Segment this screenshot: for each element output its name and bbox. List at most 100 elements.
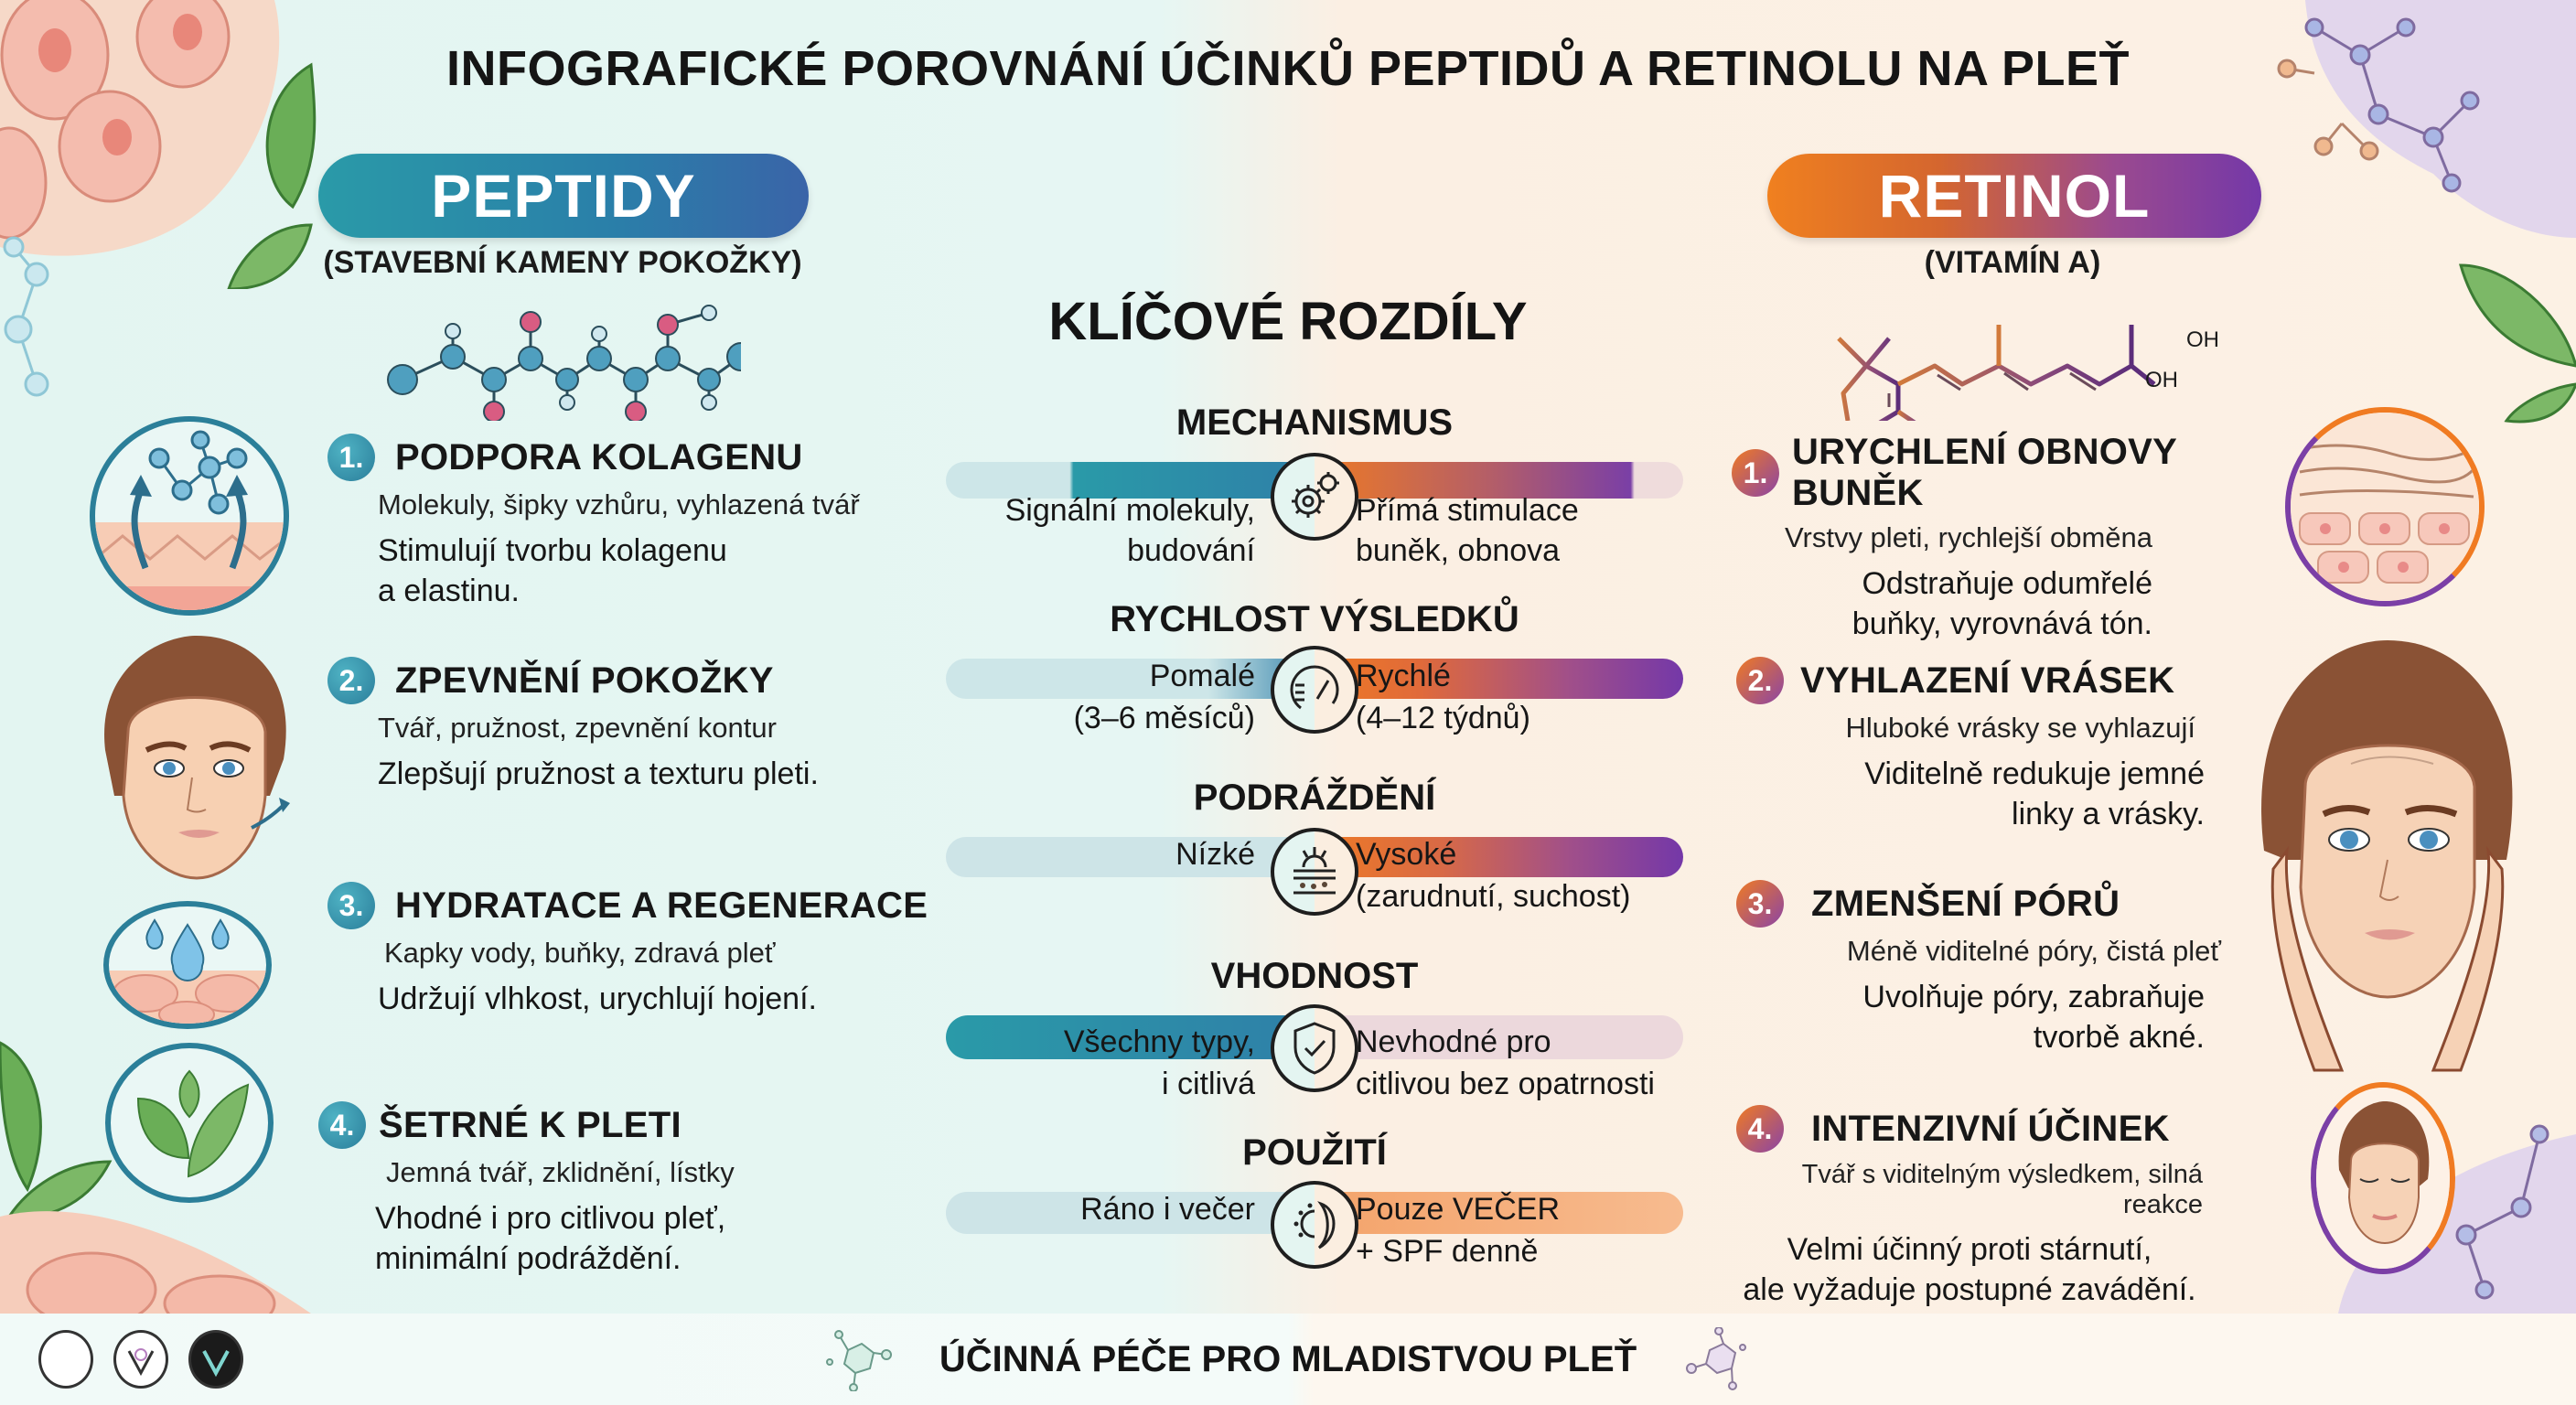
sun-moon-icon	[1271, 1181, 1358, 1269]
feature-description: Stimulují tvorbu kolagenu a elastinu.	[378, 533, 727, 608]
peptide-value: Nízké	[1175, 837, 1255, 872]
retinol-subtitle: (VITAMÍN A)	[1924, 245, 2101, 280]
retinol-bar	[1308, 1192, 1683, 1234]
peptide-bar	[946, 659, 1321, 699]
retinol-label: RETINOL	[1878, 162, 2151, 230]
peptide-bar	[946, 1015, 1321, 1059]
peptide-feature-4: 4. ŠETRNÉ K PLETI Jemná tvář, zklidnění,…	[318, 1101, 735, 1279]
woman-face-illustration	[104, 636, 290, 880]
skin-renewal-illustration	[2285, 407, 2485, 606]
number-badge: 1.	[327, 434, 375, 481]
feature-description: Odstraňuje odumřelé buňky, vyrovnává tón…	[1852, 566, 2152, 641]
feature-description: Uvolňuje póry, zabraňuje tvorbě akné.	[1862, 980, 2205, 1055]
feature-description: Vhodné i pro citlivou pleť, minimální po…	[375, 1201, 726, 1276]
feature-title: ŠETRNÉ K PLETI	[379, 1104, 682, 1145]
retinol-feature-4: 4. INTENZIVNÍ ÚČINEK Tvář s viditelným v…	[1736, 1105, 2294, 1310]
feature-description: Viditelně redukuje jemné linky a vrásky.	[1864, 756, 2205, 831]
certification-seal	[38, 1330, 93, 1389]
collagen-support-illustration	[90, 416, 289, 616]
intensive-effect-face-illustration	[2311, 1082, 2455, 1274]
feature-title: VYHLAZENÍ VRÁSEK	[1800, 660, 2175, 701]
feature-title: ZPEVNĚNÍ POKOŽKY	[395, 660, 774, 701]
number-badge: 2.	[1736, 657, 1784, 704]
retinol-value: Nevhodné pro citlivou bez opatrnosti	[1356, 1024, 1655, 1101]
feature-title: INTENZIVNÍ ÚČINEK	[1811, 1108, 2170, 1149]
feature-description: Zlepšují pružnost a texturu pleti.	[378, 756, 819, 791]
retinol-header-pill: RETINOL	[1767, 154, 2261, 238]
certification-seal	[113, 1330, 168, 1389]
feature-description: Velmi účinný proti stárnutí, ale vyžaduj…	[1743, 1232, 2196, 1307]
leaf-icon	[0, 1041, 113, 1219]
peptide-value: Ráno i večer	[1080, 1192, 1255, 1227]
page-title: INFOGRAFICKÉ POROVNÁNÍ ÚČINKŮ PEPTIDŮ A …	[445, 41, 2131, 96]
peptide-bar	[946, 462, 1321, 499]
retinol-value: Pouze VEČER + SPF denně	[1356, 1192, 1560, 1269]
feature-description: Udržují vlhkost, urychlují hojení.	[378, 981, 817, 1016]
retinol-value: Rychlé (4–12 týdnů)	[1356, 659, 1530, 735]
comparison-title: MECHANISMUS	[1175, 402, 1454, 443]
comparison-row-podrazdeni: PODRÁŽDĚNÍ Nízké Vysoké (zarudnutí, such…	[946, 778, 1683, 916]
peptide-feature-2: 2. ZPEVNĚNÍ POKOŽKY Tvář, pružnost, zpev…	[327, 657, 819, 794]
retinol-bar	[1308, 1015, 1683, 1059]
number-badge: 3.	[327, 882, 375, 929]
comparison-title: VHODNOST	[1210, 956, 1419, 996]
number-badge: 2.	[327, 657, 375, 704]
retinol-feature-2: 2. VYHLAZENÍ VRÁSEK Hluboké vrásky se vy…	[1736, 657, 2212, 834]
comparison-row-mechanismus: MECHANISMUS Signální molekuly, budování …	[946, 402, 1683, 568]
peptide-value: Všechny typy, i citlivá	[1063, 1024, 1255, 1101]
formula-oh-label: OH	[2186, 327, 2219, 352]
retinol-bar	[1308, 462, 1683, 499]
feature-title: HYDRATACE A REGENERACE	[395, 885, 928, 926]
feature-subtitle: Kapky vody, buňky, zdravá pleť	[384, 937, 776, 969]
number-badge: 3.	[1736, 880, 1784, 928]
comparison-row-vhodnost: VHODNOST Všechny typy, i citlivá Nevhodn…	[946, 956, 1683, 1101]
comparison-title: PODRÁŽDĚNÍ	[1193, 778, 1436, 818]
woman-face-hands-illustration	[2261, 640, 2513, 1072]
feature-subtitle: Tvář s viditelným výsledkem, silná reakc…	[1801, 1160, 2203, 1219]
number-badge: 4.	[1736, 1105, 1784, 1153]
hydration-illustration	[103, 901, 272, 1029]
retinol-bar	[1308, 659, 1683, 699]
certification-seal	[188, 1330, 243, 1389]
number-badge: 1.	[1732, 449, 1779, 497]
feature-subtitle: Tvář, pružnost, zpevnění kontur	[378, 712, 777, 744]
comparison-title: RYCHLOST VÝSLEDKŮ	[1110, 599, 1519, 639]
retinol-value: Přímá stimulace buněk, obnova	[1356, 493, 1579, 568]
retinol-bar	[1308, 837, 1683, 877]
comparison-title: POUŽITÍ	[1242, 1132, 1387, 1173]
peptide-bar	[946, 1192, 1321, 1234]
peptide-feature-1: 1. PODPORA KOLAGENU Molekuly, šipky vzhů…	[327, 434, 860, 611]
peptide-feature-3: 3. HYDRATACE A REGENERACE Kapky vody, bu…	[327, 882, 928, 1019]
gears-icon	[1271, 453, 1358, 541]
shield-check-icon	[1271, 1004, 1358, 1092]
comparison-row-rychlost: RYCHLOST VÝSLEDKŮ Pomalé (3–6 měsíců) Ry…	[946, 599, 1683, 735]
key-differences-title: KLÍČOVÉ ROZDÍLY	[1048, 292, 1528, 351]
speedometer-icon	[1271, 646, 1358, 734]
peptidy-label: PEPTIDY	[431, 162, 696, 230]
peptidy-subtitle: (STAVEBNÍ KAMENY POKOŽKY)	[323, 245, 802, 280]
feature-subtitle: Hluboké vrásky se vyhlazují	[1845, 712, 2196, 744]
molecule-icon	[1686, 1327, 1747, 1390]
feature-subtitle: Méně viditelné póry, čistá pleť	[1846, 935, 2221, 967]
comparison-row-pouziti: POUŽITÍ Ráno i večer Pouze VEČER + SPF d…	[946, 1132, 1683, 1269]
feature-title: PODPORA KOLAGENU	[395, 436, 803, 477]
feature-subtitle: Jemná tvář, zklidnění, lístky	[386, 1156, 735, 1188]
gentle-leaves-illustration	[105, 1043, 274, 1203]
retinol-value: Vysoké (zarudnutí, suchost)	[1356, 837, 1631, 914]
molecule-icon	[825, 1330, 892, 1391]
feature-title: ZMENŠENÍ PÓRŮ	[1811, 883, 2120, 924]
feature-title: URYCHLENÍ OBNOVY BUNĚK	[1792, 432, 2177, 513]
feature-subtitle: Molekuly, šipky vzhůru, vyhlazená tvář	[378, 488, 860, 520]
number-badge: 4.	[318, 1101, 366, 1149]
retinol-feature-1: 1. URYCHLENÍ OBNOVY BUNĚK Vrstvy pleti, …	[1732, 432, 2244, 644]
peptidy-header-pill: PEPTIDY	[318, 154, 809, 238]
peptide-bar	[946, 837, 1321, 877]
feature-subtitle: Vrstvy pleti, rychlejší obměna	[1784, 521, 2152, 553]
retinol-feature-3: 3. ZMENŠENÍ PÓRŮ Méně viditelné póry, či…	[1736, 880, 2230, 1057]
footer-tagline: ÚČINNÁ PÉČE PRO MLADISTVOU PLEŤ	[939, 1338, 1637, 1379]
irritated-skin-icon	[1271, 828, 1358, 916]
peptide-value: Pomalé (3–6 měsíců)	[1073, 659, 1255, 735]
footer: ÚČINNÁ PÉČE PRO MLADISTVOU PLEŤ	[0, 1314, 2576, 1405]
peptide-value: Signální molekuly, budování	[1004, 493, 1255, 568]
formula-oh-label: OH	[2145, 368, 2178, 392]
